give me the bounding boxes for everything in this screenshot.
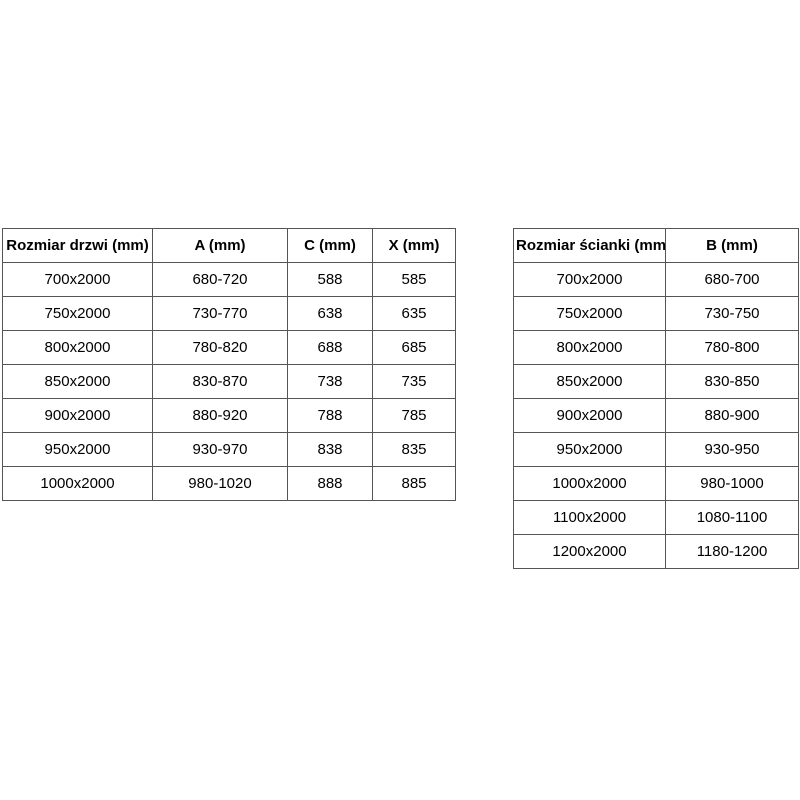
table-row: 800x2000 780-820 688 685 xyxy=(2,330,456,365)
table-cell: 730-750 xyxy=(665,296,799,331)
wall-size-table: Rozmiar ścianki (mm) B (mm) 700x2000 680-7… xyxy=(513,228,799,569)
table-cell: 680-700 xyxy=(665,262,799,297)
table-cell: 880-920 xyxy=(152,398,288,433)
table-cell: 1000x2000 xyxy=(2,466,153,501)
table-row: 950x2000 930-950 xyxy=(513,432,799,467)
table-row: 700x2000 680-700 xyxy=(513,262,799,297)
table-cell: 930-950 xyxy=(665,432,799,467)
column-header: Rozmiar drzwi (mm) xyxy=(2,228,153,263)
table-row: 1000x2000 980-1020 888 885 xyxy=(2,466,456,501)
table-cell: 700x2000 xyxy=(513,262,666,297)
table-cell: 888 xyxy=(287,466,373,501)
table-row: 900x2000 880-900 xyxy=(513,398,799,433)
table-cell: 880-900 xyxy=(665,398,799,433)
table-row: 1000x2000 980-1000 xyxy=(513,466,799,501)
table-cell: 635 xyxy=(372,296,456,331)
column-header: B (mm) xyxy=(665,228,799,263)
table-cell: 730-770 xyxy=(152,296,288,331)
table-cell: 800x2000 xyxy=(2,330,153,365)
table-row: 750x2000 730-750 xyxy=(513,296,799,331)
table-cell: 1100x2000 xyxy=(513,500,666,535)
table-cell: 835 xyxy=(372,432,456,467)
column-header: A (mm) xyxy=(152,228,288,263)
table-cell: 750x2000 xyxy=(513,296,666,331)
table-cell: 685 xyxy=(372,330,456,365)
table-cell: 980-1000 xyxy=(665,466,799,501)
table-cell: 800x2000 xyxy=(513,330,666,365)
table-header-row: Rozmiar drzwi (mm) A (mm) C (mm) X (mm) xyxy=(2,228,456,263)
table-cell: 585 xyxy=(372,262,456,297)
table-row: 700x2000 680-720 588 585 xyxy=(2,262,456,297)
table-cell: 1200x2000 xyxy=(513,534,666,569)
door-size-table: Rozmiar drzwi (mm) A (mm) C (mm) X (mm) 700… xyxy=(2,228,456,501)
table-row: 850x2000 830-850 xyxy=(513,364,799,399)
table-cell: 900x2000 xyxy=(513,398,666,433)
table-cell: 950x2000 xyxy=(513,432,666,467)
table-row: 950x2000 930-970 838 835 xyxy=(2,432,456,467)
table-cell: 900x2000 xyxy=(2,398,153,433)
table-cell: 680-720 xyxy=(152,262,288,297)
column-header: X (mm) xyxy=(372,228,456,263)
table-cell: 688 xyxy=(287,330,373,365)
table-cell: 1080-1100 xyxy=(665,500,799,535)
table-row: 800x2000 780-800 xyxy=(513,330,799,365)
table-cell: 830-870 xyxy=(152,364,288,399)
table-cell: 980-1020 xyxy=(152,466,288,501)
table-cell: 735 xyxy=(372,364,456,399)
table-cell: 838 xyxy=(287,432,373,467)
table-header-row: Rozmiar ścianki (mm) B (mm) xyxy=(513,228,799,263)
table-cell: 638 xyxy=(287,296,373,331)
column-header: Rozmiar ścianki (mm) xyxy=(513,228,666,263)
table-row: 1100x2000 1080-1100 xyxy=(513,500,799,535)
table-cell: 588 xyxy=(287,262,373,297)
table-row: 850x2000 830-870 738 735 xyxy=(2,364,456,399)
table-cell: 780-800 xyxy=(665,330,799,365)
table-cell: 930-970 xyxy=(152,432,288,467)
table-cell: 738 xyxy=(287,364,373,399)
table-cell: 850x2000 xyxy=(2,364,153,399)
table-cell: 885 xyxy=(372,466,456,501)
table-cell: 830-850 xyxy=(665,364,799,399)
table-cell: 785 xyxy=(372,398,456,433)
table-cell: 788 xyxy=(287,398,373,433)
table-row: 900x2000 880-920 788 785 xyxy=(2,398,456,433)
table-cell: 1000x2000 xyxy=(513,466,666,501)
table-cell: 950x2000 xyxy=(2,432,153,467)
table-cell: 750x2000 xyxy=(2,296,153,331)
table-cell: 780-820 xyxy=(152,330,288,365)
table-row: 1200x2000 1180-1200 xyxy=(513,534,799,569)
table-cell: 700x2000 xyxy=(2,262,153,297)
column-header: C (mm) xyxy=(287,228,373,263)
table-cell: 850x2000 xyxy=(513,364,666,399)
table-cell: 1180-1200 xyxy=(665,534,799,569)
table-row: 750x2000 730-770 638 635 xyxy=(2,296,456,331)
